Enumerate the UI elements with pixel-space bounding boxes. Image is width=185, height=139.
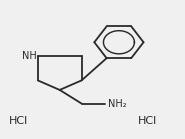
- Text: NH: NH: [22, 51, 37, 61]
- Text: NH₂: NH₂: [108, 99, 127, 109]
- Text: HCl: HCl: [138, 116, 157, 126]
- Text: HCl: HCl: [9, 116, 28, 126]
